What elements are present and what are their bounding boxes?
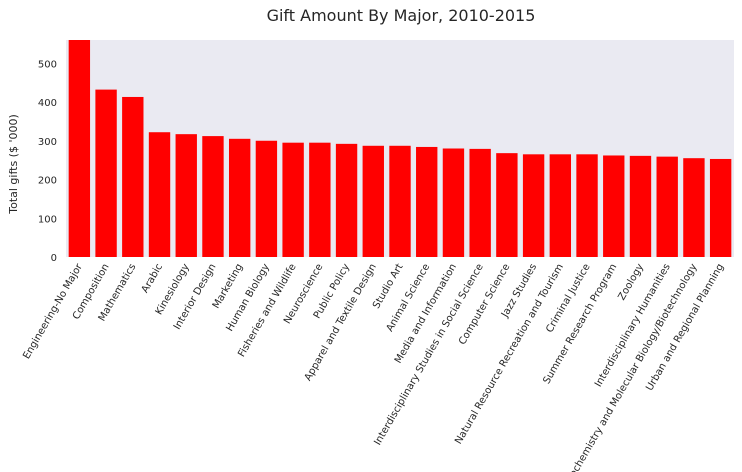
y-axis-label: Total gifts ($ '000) [7, 114, 20, 215]
bar [576, 154, 598, 257]
bar [469, 148, 491, 257]
y-tick-label: 500 [38, 59, 57, 70]
bar [496, 153, 518, 257]
bar [175, 134, 197, 257]
bar [442, 148, 465, 257]
bar [202, 136, 224, 257]
bar [362, 145, 384, 257]
bar [656, 156, 678, 257]
bar [709, 158, 732, 257]
bar [122, 96, 144, 258]
chart-title: Gift Amount By Major, 2010-2015 [267, 6, 536, 25]
y-axis-ticks: 0 100 200 300 400 500 [38, 59, 57, 264]
y-tick-label: 300 [38, 137, 57, 148]
bar [629, 155, 652, 257]
x-tick-label: Arabic [140, 262, 165, 295]
y-tick-label: 200 [38, 176, 57, 187]
x-tick-label: Zoology [616, 262, 646, 302]
bar [255, 140, 278, 257]
bars-group [68, 40, 732, 258]
bar [549, 154, 572, 257]
bar [522, 154, 545, 257]
bar [68, 40, 91, 257]
bar [603, 155, 625, 257]
bar [95, 89, 117, 257]
y-tick-label: 400 [38, 98, 57, 109]
y-tick-label: 100 [38, 214, 57, 225]
bar [683, 158, 705, 257]
bar [416, 146, 438, 257]
bar [148, 132, 171, 257]
bar [228, 138, 251, 257]
bar [282, 142, 304, 257]
bar [309, 142, 331, 257]
y-tick-label: 0 [51, 253, 57, 264]
bar [389, 145, 411, 257]
x-axis-ticks: Engineering-No MajorCompositionMathemati… [21, 261, 726, 472]
bar [335, 143, 358, 257]
x-tick-label: Biochemistry and Molecular Biology/Biote… [563, 262, 700, 472]
